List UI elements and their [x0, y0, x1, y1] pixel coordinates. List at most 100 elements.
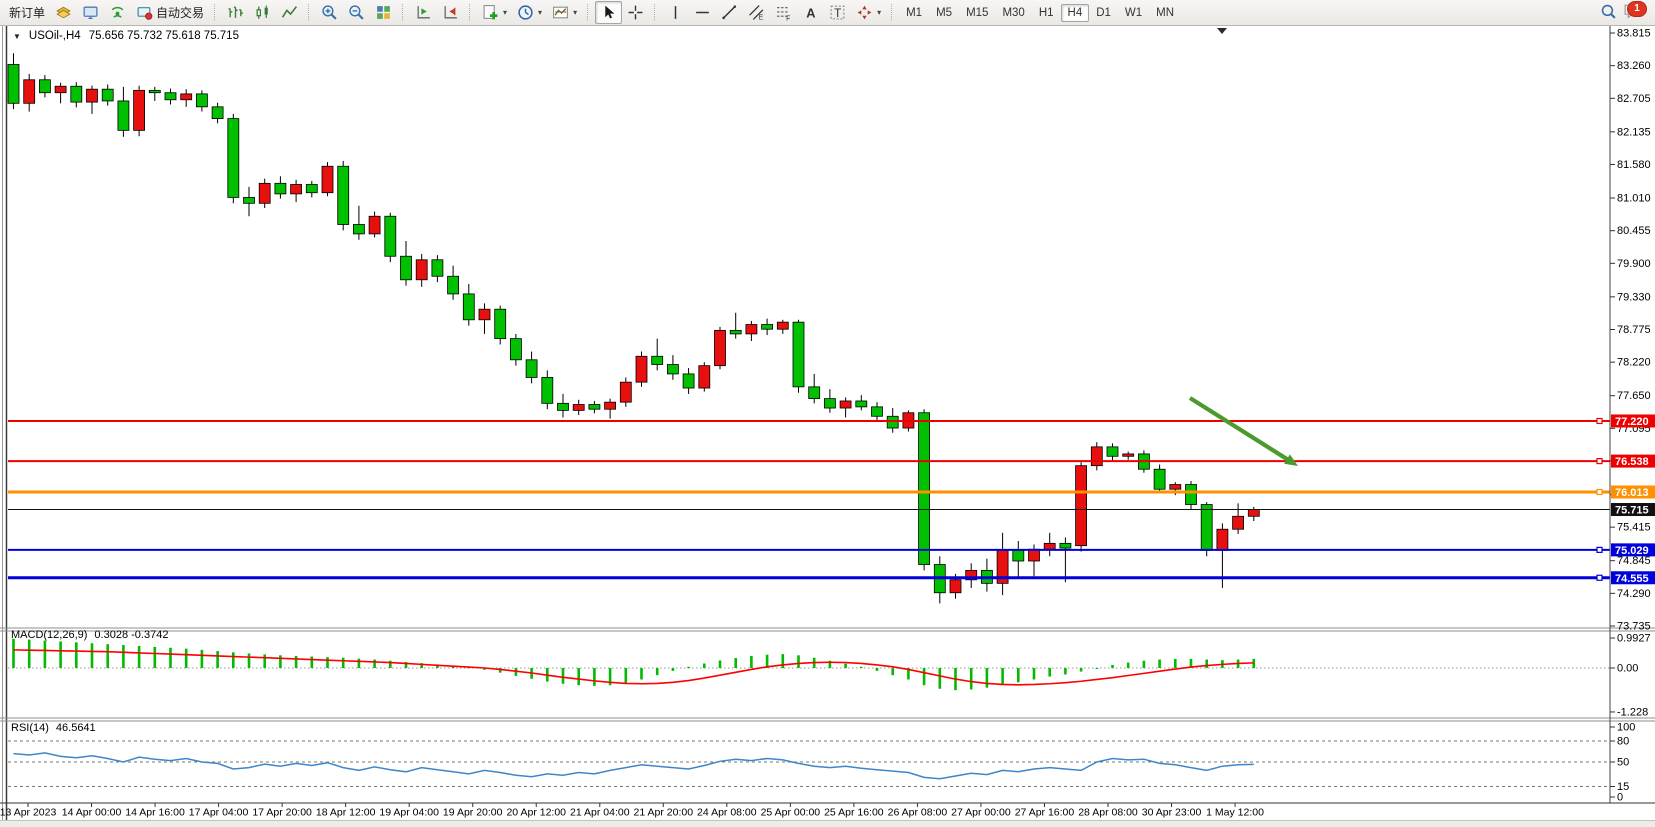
price-tick-label: 78.775: [1617, 324, 1651, 336]
zoom-out-button[interactable]: [343, 1, 370, 24]
price-line-label: 76.538: [1611, 454, 1655, 468]
templates-button[interactable]: ▾: [547, 1, 582, 24]
price-tick-label: 80.455: [1617, 225, 1651, 237]
indicators-button[interactable]: ▾: [477, 1, 512, 24]
timeframe-h4-button[interactable]: H4: [1060, 3, 1090, 22]
signals-icon: [111, 6, 124, 18]
chart-legend: ▼ USOil-,H4 75.656 75.732 75.618 75.715: [13, 30, 239, 42]
time-tick-label: 21 Apr 20:00: [634, 807, 694, 819]
charts-button[interactable]: [50, 1, 77, 24]
pivot-line[interactable]: [8, 488, 1610, 496]
crosshair-button[interactable]: [622, 1, 649, 24]
price-tick-label: 74.845: [1617, 555, 1651, 567]
chart-shift-marker-icon[interactable]: [1217, 28, 1227, 34]
macd-name: MACD(12,26,9): [11, 629, 88, 641]
equidistant-channel-icon: E: [749, 5, 764, 21]
signals-button[interactable]: [104, 1, 131, 24]
toolbar-separator: [214, 4, 218, 21]
time-tick-label: 18 Apr 12:00: [316, 807, 376, 819]
price-line-label: 76.013: [1611, 485, 1655, 499]
time-tick-label: 14 Apr 00:00: [62, 807, 122, 819]
price-tick-label: 82.135: [1617, 126, 1651, 138]
svg-text:0.9927: 0.9927: [1617, 633, 1651, 645]
bar-chart-icon: [228, 6, 243, 18]
symbol-dropdown-icon[interactable]: ▼: [13, 31, 21, 41]
support-line-1[interactable]: [8, 546, 1610, 553]
chart-shift-icon: [444, 6, 457, 19]
trend-arrow-annotation[interactable]: [1188, 396, 1298, 466]
line-handle[interactable]: [1596, 546, 1603, 553]
price-line-label: 75.029: [1611, 543, 1655, 557]
trendline-button[interactable]: [716, 1, 743, 24]
time-tick-label: 25 Apr 00:00: [761, 807, 821, 819]
timeframe-m15-button[interactable]: M15: [966, 6, 989, 19]
line-handle[interactable]: [1596, 488, 1603, 496]
horizontal-line-icon: [696, 11, 709, 14]
support-line-2[interactable]: [8, 574, 1610, 581]
equidistant-channel-button[interactable]: E: [743, 1, 770, 24]
market-watch-icon: [83, 6, 98, 19]
crosshair-icon: [628, 5, 643, 20]
toolbar-separator: [469, 4, 473, 21]
time-tick-label: 19 Apr 20:00: [443, 807, 503, 819]
auto-scroll-button[interactable]: [410, 1, 437, 24]
time-tick-label: 21 Apr 04:00: [570, 807, 630, 819]
new-order-button[interactable]: 新订单: [4, 1, 50, 24]
price-line-label: 75.715: [1611, 503, 1655, 517]
timeframe-m30-button[interactable]: M30: [1002, 6, 1025, 19]
candlestick-button[interactable]: [249, 1, 276, 24]
main-toolbar: 新订单 自动交易 ▾ ▾ ▾ E F A T ▾ M1 M5 M15 M30 H1 H4 D1 W1 MN 1: [0, 0, 1655, 26]
time-tick-label: 27 Apr 00:00: [951, 807, 1011, 819]
time-axis: 13 Apr 2023 14 Apr 00:00 14 Apr 16:00 17 Ap…: [0, 803, 1264, 819]
search-icon: [1601, 4, 1616, 19]
rsi-name: RSI(14): [11, 722, 49, 734]
templates-icon: [553, 6, 568, 19]
timeframe-mn-button[interactable]: MN: [1156, 6, 1175, 19]
line-chart-button[interactable]: [276, 1, 303, 24]
chevron-down-icon: ▾: [573, 8, 578, 17]
time-tick-label: 14 Apr 16:00: [125, 807, 185, 819]
autotrading-button-label: 自动交易: [156, 6, 205, 20]
svg-text:76.013: 76.013: [1615, 487, 1649, 499]
text-label-button[interactable]: T: [824, 1, 851, 24]
toolbar-separator: [587, 4, 591, 21]
autotrading-button[interactable]: 自动交易: [131, 1, 209, 24]
text-button[interactable]: A: [797, 1, 824, 24]
svg-text:75.715: 75.715: [1615, 505, 1649, 517]
timeframe-h1-button[interactable]: H1: [1038, 6, 1054, 19]
timeframe-m1-button[interactable]: M1: [906, 6, 923, 19]
line-handle[interactable]: [1596, 417, 1603, 425]
market-watch-button[interactable]: [77, 1, 104, 24]
indicators-icon: [483, 5, 498, 20]
line-handle[interactable]: [1596, 458, 1603, 465]
fibonacci-button[interactable]: F: [770, 1, 797, 24]
search-button[interactable]: [1600, 3, 1617, 23]
arrows-button[interactable]: ▾: [851, 1, 886, 24]
svg-text:A: A: [806, 5, 815, 20]
resistance-line-1[interactable]: [8, 417, 1610, 425]
svg-text:100: 100: [1617, 722, 1635, 734]
cursor-icon: [605, 5, 615, 19]
tile-windows-button[interactable]: [370, 1, 397, 24]
timeframe-d1-button[interactable]: D1: [1096, 6, 1111, 19]
svg-text:E: E: [759, 14, 764, 21]
timeframe-m5-button[interactable]: M5: [936, 6, 953, 19]
bar-chart-button[interactable]: [222, 1, 249, 24]
text-label-icon: T: [830, 5, 845, 20]
resistance-line-2[interactable]: [8, 458, 1610, 465]
line-handle[interactable]: [1596, 574, 1603, 581]
tile-windows-icon: [377, 6, 390, 19]
cursor-button[interactable]: [595, 1, 623, 24]
chart-shift-button[interactable]: [437, 1, 464, 24]
toolbar-separator: [308, 4, 312, 21]
rsi-indicator-label: RSI(14) 46.5641: [11, 722, 96, 734]
timeframe-w1-button[interactable]: W1: [1124, 6, 1143, 19]
notifications-button[interactable]: 1: [1623, 0, 1647, 24]
price-tick-label: 81.010: [1617, 193, 1651, 205]
vertical-line-button[interactable]: [662, 1, 689, 24]
periods-button[interactable]: ▾: [512, 1, 547, 24]
horizontal-line-button[interactable]: [689, 1, 716, 24]
time-tick-label: 19 Apr 04:00: [379, 807, 439, 819]
trendline-icon: [722, 5, 737, 20]
zoom-in-button[interactable]: [316, 1, 343, 24]
